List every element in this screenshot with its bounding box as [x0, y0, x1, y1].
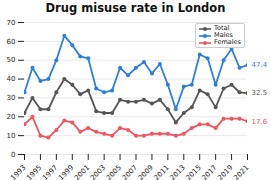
svg-text:2011: 2011 — [153, 164, 171, 180]
svg-text:60: 60 — [7, 38, 16, 46]
svg-text:1999: 1999 — [57, 164, 75, 180]
svg-text:20: 20 — [7, 113, 16, 121]
svg-text:10: 10 — [7, 132, 16, 140]
svg-text:30: 30 — [7, 94, 16, 102]
svg-text:2007: 2007 — [121, 164, 139, 180]
svg-text:17.6: 17.6 — [252, 118, 268, 126]
html-text:Total: Total — [214, 24, 230, 32]
html-text:Drug misuse rate in London: Drug misuse rate in London — [45, 1, 226, 15]
svg-text:47.4: 47.4 — [252, 61, 268, 69]
svg-text:40: 40 — [7, 75, 16, 83]
svg-text:2017: 2017 — [200, 164, 218, 180]
svg-text:0: 0 — [11, 151, 15, 159]
svg-text:2001: 2001 — [73, 164, 91, 180]
svg-text:2021: 2021 — [232, 164, 250, 180]
svg-text:2019: 2019 — [216, 164, 234, 180]
svg-text:2013: 2013 — [169, 164, 187, 180]
svg-text:32.5: 32.5 — [252, 89, 268, 97]
svg-text:2015: 2015 — [184, 164, 202, 180]
svg-text:1995: 1995 — [25, 164, 43, 180]
svg-text:1997: 1997 — [41, 164, 59, 180]
svg-text:50: 50 — [7, 56, 16, 64]
svg-text:2005: 2005 — [105, 164, 123, 180]
svg-text:2009: 2009 — [137, 164, 155, 180]
html-text:Males: Males — [214, 31, 233, 39]
html-text:Females: Females — [214, 38, 241, 46]
svg-text:1993: 1993 — [9, 164, 27, 180]
svg-text:70: 70 — [7, 19, 16, 27]
svg-text:2003: 2003 — [89, 164, 107, 180]
